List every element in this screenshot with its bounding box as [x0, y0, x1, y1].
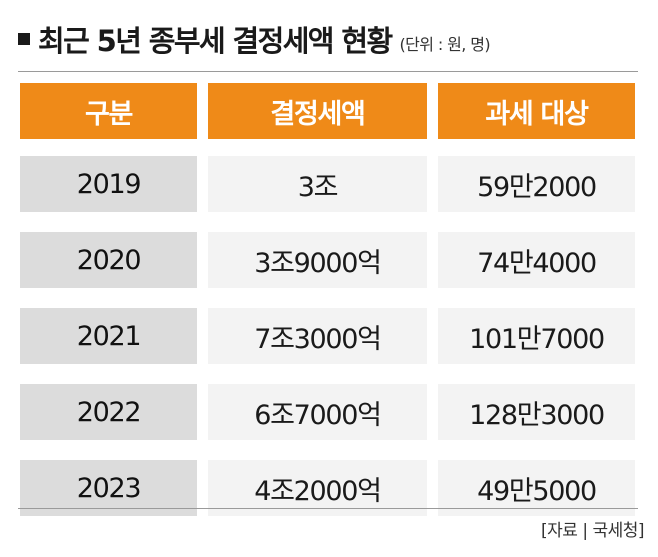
unit-note: (단위 : 원, 명)	[399, 35, 491, 54]
year-cell: 2021	[20, 308, 197, 364]
header-category: 구분	[20, 83, 197, 139]
table-row: 2020 3조9000억 74만4000	[20, 232, 635, 288]
taxpayers-cell: 101만7000	[438, 308, 635, 364]
source-credit: [자료 | 국세청]	[541, 521, 645, 541]
taxpayers-cell: 74만4000	[438, 232, 635, 288]
header-tax-amount: 결정세액	[208, 83, 427, 139]
tax-amount-cell: 3조9000억	[208, 232, 427, 288]
header-taxpayers: 과세 대상	[438, 83, 635, 139]
year-cell: 2022	[20, 384, 197, 440]
table-row: 2019 3조 59만2000	[20, 156, 635, 212]
year-cell: 2019	[20, 156, 197, 212]
year-cell: 2023	[20, 460, 197, 516]
taxpayers-cell: 128만3000	[438, 384, 635, 440]
square-bullet-icon	[18, 33, 30, 45]
table-row: 2023 4조2000억 49만5000	[20, 460, 635, 516]
page-title: 최근 5년 종부세 결정세액 현황	[38, 24, 393, 58]
table-row: 2021 7조3000억 101만7000	[20, 308, 635, 364]
tax-amount-cell: 3조	[208, 156, 427, 212]
table-row: 2022 6조7000억 128만3000	[20, 384, 635, 440]
bottom-divider	[18, 508, 638, 509]
tax-amount-cell: 6조7000억	[208, 384, 427, 440]
tax-amount-cell: 4조2000억	[208, 460, 427, 516]
taxpayers-cell: 59만2000	[438, 156, 635, 212]
tax-table: 구분 결정세액 과세 대상 2019 3조 59만2000 2020 3조900…	[20, 83, 635, 536]
page-title-row: 최근 5년 종부세 결정세액 현황 (단위 : 원, 명)	[18, 14, 491, 64]
top-divider	[18, 71, 638, 72]
year-cell: 2020	[20, 232, 197, 288]
table-header-row: 구분 결정세액 과세 대상	[20, 83, 635, 139]
taxpayers-cell: 49만5000	[438, 460, 635, 516]
tax-amount-cell: 7조3000억	[208, 308, 427, 364]
